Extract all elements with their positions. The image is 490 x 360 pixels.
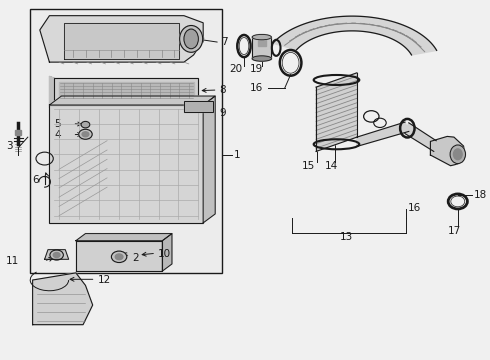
Bar xyxy=(49,105,203,223)
Ellipse shape xyxy=(450,145,465,163)
Ellipse shape xyxy=(252,56,271,61)
Ellipse shape xyxy=(180,26,203,52)
Text: 3: 3 xyxy=(6,141,13,151)
Bar xyxy=(184,102,213,112)
Text: 4: 4 xyxy=(54,130,61,140)
Circle shape xyxy=(111,251,127,262)
Text: 16: 16 xyxy=(250,83,263,93)
Polygon shape xyxy=(76,234,172,241)
Ellipse shape xyxy=(252,35,271,40)
Text: 19: 19 xyxy=(249,64,263,74)
Polygon shape xyxy=(430,136,465,166)
Text: 17: 17 xyxy=(448,226,461,236)
Text: 1: 1 xyxy=(233,150,240,160)
Text: 5: 5 xyxy=(54,118,61,129)
Circle shape xyxy=(79,129,92,139)
Polygon shape xyxy=(76,241,162,271)
Text: 15: 15 xyxy=(302,161,316,171)
Bar xyxy=(54,78,198,103)
Polygon shape xyxy=(33,273,93,325)
Polygon shape xyxy=(273,16,437,55)
Text: 16: 16 xyxy=(408,203,421,213)
Text: 18: 18 xyxy=(474,190,487,200)
Text: 14: 14 xyxy=(325,161,339,171)
Polygon shape xyxy=(49,76,54,108)
Bar xyxy=(15,130,21,135)
Text: 9: 9 xyxy=(219,108,226,118)
Polygon shape xyxy=(405,123,436,152)
Circle shape xyxy=(53,252,60,257)
Circle shape xyxy=(81,121,90,128)
Bar xyxy=(258,40,266,46)
Polygon shape xyxy=(203,96,215,223)
Bar xyxy=(252,37,271,59)
Circle shape xyxy=(82,132,89,137)
Bar xyxy=(49,105,203,223)
Polygon shape xyxy=(64,23,179,59)
Circle shape xyxy=(50,250,63,260)
Polygon shape xyxy=(40,16,203,62)
Ellipse shape xyxy=(453,149,462,159)
Text: 2: 2 xyxy=(132,253,139,263)
Text: 11: 11 xyxy=(6,256,20,266)
Bar xyxy=(252,37,271,59)
Text: 20: 20 xyxy=(229,64,243,74)
Text: 12: 12 xyxy=(98,275,111,285)
Bar xyxy=(184,102,213,112)
Circle shape xyxy=(115,254,123,260)
Text: 8: 8 xyxy=(219,85,226,95)
Polygon shape xyxy=(357,122,409,147)
Bar xyxy=(30,9,222,273)
Bar xyxy=(59,82,194,99)
Bar xyxy=(54,78,198,103)
Ellipse shape xyxy=(184,29,198,49)
Polygon shape xyxy=(162,234,172,271)
Polygon shape xyxy=(45,249,69,259)
Polygon shape xyxy=(49,96,215,105)
Text: 10: 10 xyxy=(158,249,171,259)
Polygon shape xyxy=(316,73,357,152)
Text: 13: 13 xyxy=(340,232,353,242)
Text: 6: 6 xyxy=(33,175,39,185)
Text: 7: 7 xyxy=(221,37,228,48)
